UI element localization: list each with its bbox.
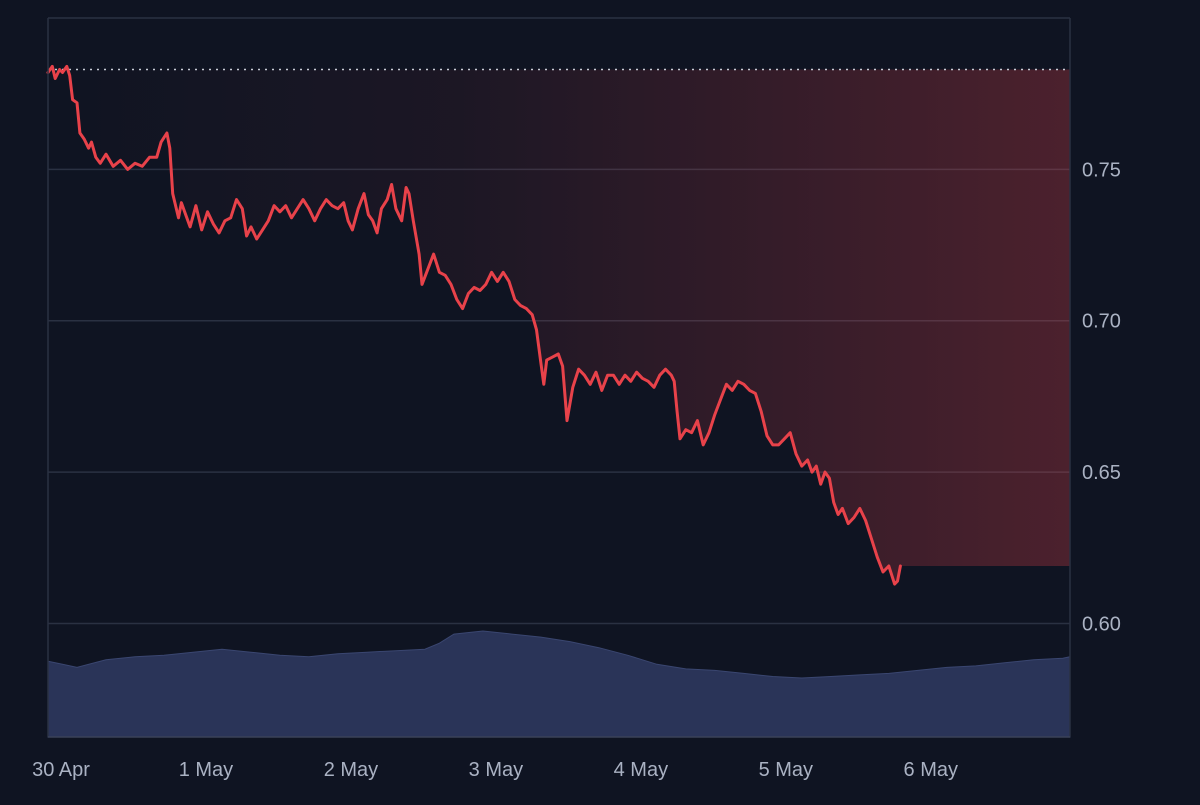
red-area-fill [48,66,1070,585]
y-tick-label: 0.65 [1082,462,1121,484]
x-tick-label: 4 May [614,759,668,781]
x-tick-label: 6 May [904,759,958,781]
x-tick-label: 2 May [324,759,378,781]
x-tick-label: 30 Apr [32,759,90,781]
volume-area [47,630,1071,738]
y-tick-label: 0.75 [1082,159,1121,181]
x-tick-label: 5 May [759,759,813,781]
y-tick-label: 0.60 [1082,613,1121,635]
y-tick-label: 0.70 [1082,311,1121,333]
x-tick-label: 3 May [469,759,523,781]
volume-area-path [47,630,1071,738]
series-line [46,64,902,586]
y-axis: 0.75 0.70 0.65 0.60 [1082,159,1121,635]
area-fill [48,66,1070,585]
plot-frame [47,17,1071,738]
price-line [46,64,902,586]
x-tick-label: 1 May [179,759,233,781]
x-axis: 30 Apr 1 May 2 May 3 May 4 May 5 May 6 May [32,759,958,781]
